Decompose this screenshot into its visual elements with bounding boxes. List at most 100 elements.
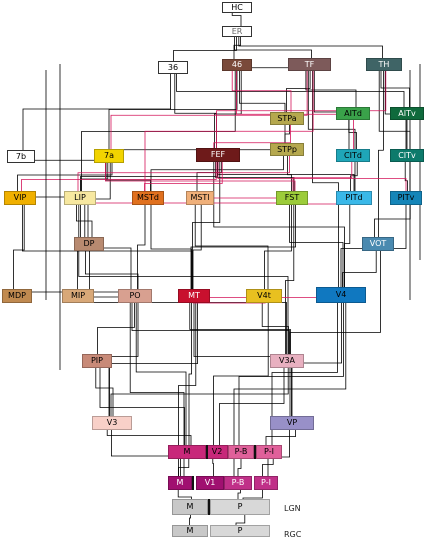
stripe-divider xyxy=(254,445,256,459)
area-lgnp: P xyxy=(210,499,270,515)
area-aitd: AITd xyxy=(336,107,370,120)
connection-mt-v2m xyxy=(188,296,193,452)
area-7a: 7a xyxy=(94,149,124,163)
stripe-divider xyxy=(208,499,210,515)
area-mstl: MSTl xyxy=(186,191,214,205)
connection-tf-pitd xyxy=(307,64,356,198)
connection-7a-mstd xyxy=(105,156,151,198)
area-v4t: V4t xyxy=(246,289,282,303)
area-mdp: MDP xyxy=(2,289,32,303)
connection-lip-dp xyxy=(76,198,93,244)
area-v1m: M xyxy=(168,476,192,490)
area-lip: LIP xyxy=(64,191,96,205)
connection-36-fef xyxy=(174,67,217,155)
area-rgcm: M xyxy=(172,525,208,537)
area-v2pb: P-B xyxy=(228,445,254,459)
area-7b: 7b xyxy=(7,150,35,163)
connection-vot-v4 xyxy=(342,244,377,295)
connection-pip-v3 xyxy=(95,361,114,423)
area-rgcp: P xyxy=(210,525,270,537)
connection-mstl-mt xyxy=(192,198,202,296)
connection-mt-vp xyxy=(193,296,293,423)
connection-mt-v3a xyxy=(189,296,291,361)
area-v3: V3 xyxy=(92,416,132,430)
connection-stpp-lip xyxy=(77,149,290,198)
connection-v3a-v3 xyxy=(110,361,289,423)
connection-tf-stpa xyxy=(286,64,311,119)
connection-fst-v4 xyxy=(289,198,344,295)
connection-tf-v4 xyxy=(312,64,339,295)
area-v4: V4 xyxy=(316,287,366,303)
connection-er-36 xyxy=(173,31,237,68)
connection-fef-mstd xyxy=(144,155,223,198)
connection-pitd-v4 xyxy=(344,198,351,295)
connection-46-7a xyxy=(108,65,238,156)
connection-7a-vip xyxy=(17,156,113,198)
connection-7a-lip xyxy=(80,156,109,198)
area-v1: V1 xyxy=(196,476,224,490)
connection-vip-mdp xyxy=(13,198,25,296)
area-vp: VP xyxy=(270,416,314,430)
lgn-label: LGN xyxy=(284,504,301,513)
area-citd: CITd xyxy=(336,149,370,162)
connection-fef-pitv xyxy=(217,155,407,198)
connection-pip-v2m xyxy=(99,361,185,452)
connection-vot-vp xyxy=(289,244,381,423)
connection-mstl-v4t xyxy=(194,198,269,296)
connection-mt-v1m xyxy=(178,296,197,483)
connection-po-pip xyxy=(97,296,135,361)
connection-lip-v3a xyxy=(78,198,289,361)
connection-mstd-mt xyxy=(150,198,192,296)
connection-er-th xyxy=(238,31,383,65)
area-pitd: PITd xyxy=(336,191,372,205)
stripe-divider xyxy=(192,476,194,490)
area-fst: FST xyxy=(276,191,308,205)
connection-7a-fst xyxy=(105,156,296,198)
connection-46-stpp xyxy=(238,65,286,150)
connection-vip-mt xyxy=(21,198,193,296)
area-stpa: STPa xyxy=(270,112,304,125)
connection-th-vot xyxy=(378,64,384,244)
area-th: TH xyxy=(366,58,402,71)
area-46: 46 xyxy=(222,59,252,71)
area-mt: MT xyxy=(178,289,210,303)
connection-po-v3a xyxy=(131,296,290,361)
connection-po-v1m xyxy=(129,296,185,483)
connection-er-46 xyxy=(233,31,242,65)
connection-fef-v4 xyxy=(213,155,345,295)
area-stpp: STPp xyxy=(270,143,304,156)
area-v3a: V3A xyxy=(270,354,304,368)
stripe-divider xyxy=(206,445,208,459)
rgc-label: RGC xyxy=(284,530,302,539)
connection-tf-aitd xyxy=(305,64,357,114)
area-er: ER xyxy=(222,26,252,37)
connection-46-fef xyxy=(214,65,242,155)
connection-46-stpa xyxy=(231,65,292,119)
area-aitv: AITv xyxy=(390,107,424,120)
area-dp: DP xyxy=(74,237,104,251)
area-tf: TF xyxy=(288,58,331,71)
area-hc: HC xyxy=(222,2,252,13)
connection-36-7b xyxy=(22,67,172,157)
area-v2m: M xyxy=(168,445,206,459)
area-v2: V2 xyxy=(206,445,228,459)
connection-lip-po xyxy=(84,198,132,296)
connection-tf-citd xyxy=(313,64,350,156)
connection-mstd-po xyxy=(137,198,146,296)
connection-po-v2m xyxy=(135,296,187,452)
connection-po-v3 xyxy=(109,296,139,423)
connection-tf-mstd xyxy=(144,64,314,198)
connection-aitd-citd xyxy=(348,113,357,156)
area-po: PO xyxy=(118,289,152,303)
connection-v2m-v1m xyxy=(178,452,190,483)
area-v1pb: P-B xyxy=(224,476,252,490)
connection-fst-v4t xyxy=(264,198,292,296)
connection-7a-7b xyxy=(24,156,105,161)
connection-36-aitv xyxy=(176,67,405,114)
connection-tf-7a xyxy=(110,64,308,156)
area-v1pi: P-I xyxy=(254,476,278,490)
connection-fst-mt xyxy=(190,198,297,296)
area-pip: PIP xyxy=(82,354,112,368)
